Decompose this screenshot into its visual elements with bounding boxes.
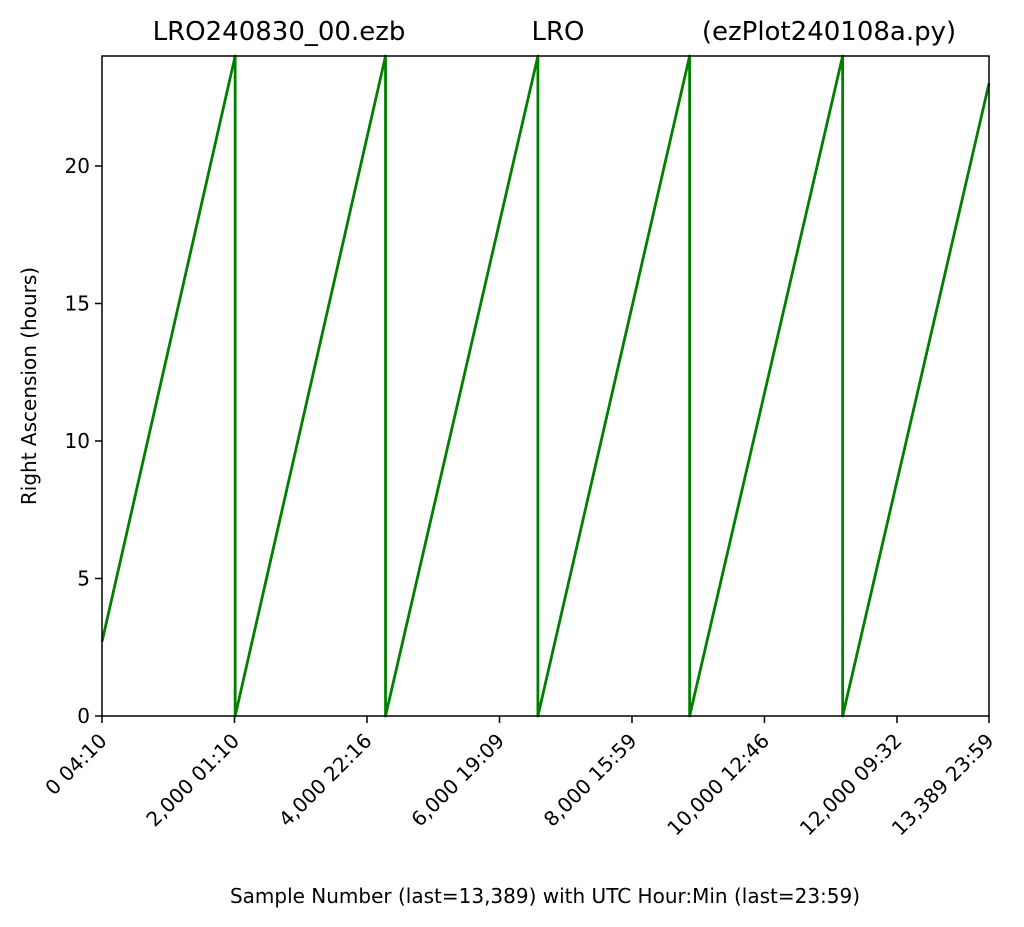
- x-tick-label: 4,000 22:16: [274, 729, 377, 832]
- y-tick-label: 0: [77, 704, 90, 728]
- axis-tick-labels: 0 5 10 15 20 0 04:10 2,000 01:10 4,000 22:16 6,0…: [40, 154, 998, 840]
- x-tick-label: 6,000 19:09: [406, 729, 509, 832]
- title-script: (ezPlot240108a.py): [702, 17, 956, 47]
- x-tick-label: 0 04:10: [40, 729, 111, 800]
- x-axis-label: Sample Number (last=13,389) with UTC Hou…: [230, 884, 860, 908]
- y-axis-label: Right Ascension (hours): [17, 267, 41, 505]
- title-filename: LRO240830_00.ezb: [153, 17, 406, 47]
- plot-area-frame: [101, 55, 990, 717]
- x-tick-label: 2,000 01:10: [141, 729, 244, 832]
- y-tick-label: 15: [65, 292, 90, 316]
- chart-title: LRO240830_00.ezb LRO (ezPlot240108a.py): [153, 17, 957, 47]
- x-tick-label: 10,000 12:46: [662, 729, 774, 841]
- y-tick-label: 20: [65, 154, 90, 178]
- title-site: LRO: [531, 17, 584, 47]
- y-tick-label: 5: [77, 567, 90, 591]
- y-tick-label: 10: [65, 429, 90, 453]
- axis-ticks: [95, 165, 990, 723]
- x-tick-label: 8,000 15:59: [539, 729, 642, 832]
- right-ascension-series-line: [100, 54, 991, 718]
